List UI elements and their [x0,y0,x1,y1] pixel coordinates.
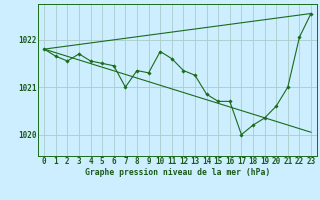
X-axis label: Graphe pression niveau de la mer (hPa): Graphe pression niveau de la mer (hPa) [85,168,270,177]
